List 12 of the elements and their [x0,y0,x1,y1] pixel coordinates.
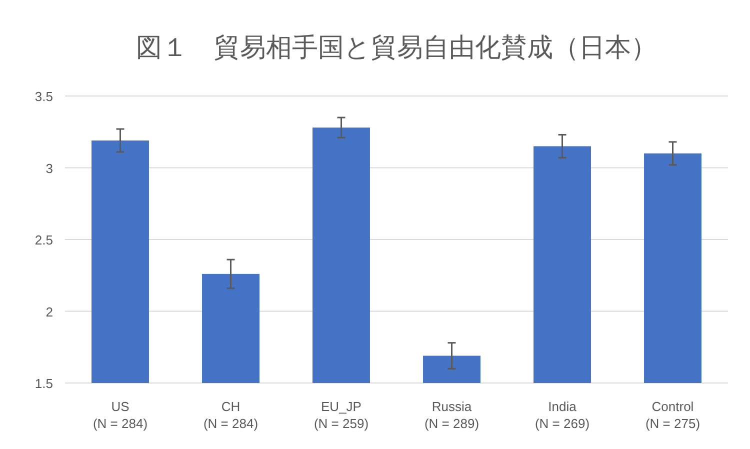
y-tick-label: 3 [46,160,53,176]
x-tick-label: India (N = 269) [534,399,590,431]
x-tick-label: Russia (N = 289) [424,399,480,431]
chart-title: 図１ 貿易相手国と貿易自由化賛成（日本） [136,32,657,62]
x-tick-label: Control (N = 275) [645,399,700,431]
x-tick-label: US (N = 284) [92,399,148,431]
x-tick-label: EU_JP (N = 259) [314,399,369,431]
y-tick-label: 1.5 [34,376,53,391]
y-tick-label: 2.5 [34,232,53,248]
y-tick-label: 2 [46,304,53,320]
x-tick-label: CH (N = 284) [203,399,258,431]
y-tick-label: 3.5 [34,89,53,104]
